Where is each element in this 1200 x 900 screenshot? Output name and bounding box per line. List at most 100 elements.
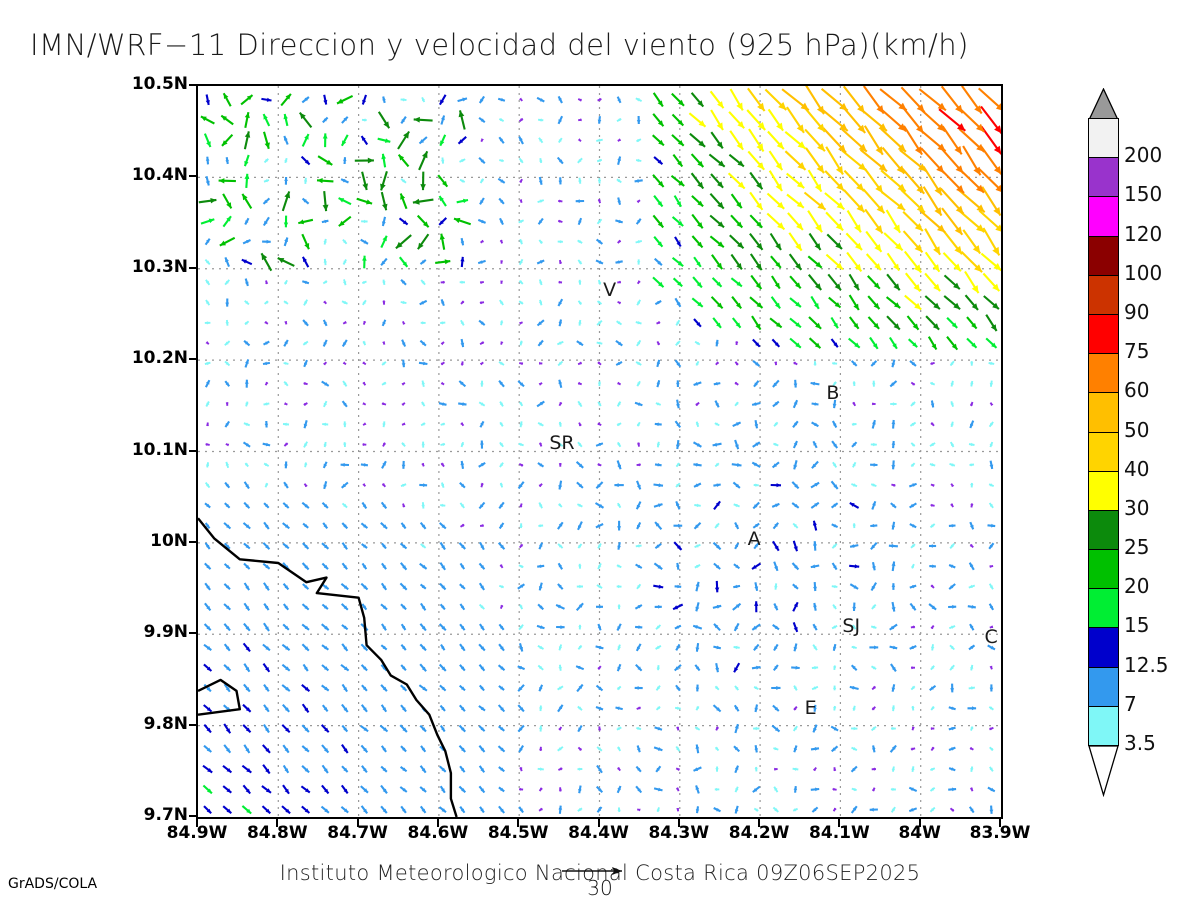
wind-arrow-head — [752, 402, 757, 406]
wind-arrow-head — [384, 138, 391, 143]
x-axis-tick-label: 83.9W — [969, 823, 1031, 843]
wind-arrow-head — [519, 280, 523, 284]
wind-arrow-head — [210, 198, 217, 204]
wind-arrow-head — [284, 464, 288, 469]
wind-arrow-head — [283, 222, 289, 228]
wind-arrow-head — [969, 562, 974, 568]
wind-arrow-head — [598, 240, 603, 244]
wind-arrow-head — [245, 484, 249, 489]
wind-arrow-head — [440, 342, 444, 346]
wind-arrow-head — [519, 179, 523, 183]
wind-arrow-head — [539, 687, 543, 692]
wind-arrow-head — [206, 585, 211, 590]
wind-arrow-head — [578, 177, 582, 182]
wind-arrow-head — [500, 666, 505, 671]
wind-arrow-head — [597, 158, 601, 162]
wind-arrow-head — [953, 282, 960, 290]
wind-arrow-head — [578, 402, 582, 407]
wind-arrow-head — [754, 707, 759, 712]
wind-arrow-head — [656, 625, 660, 630]
wind-arrow-head — [656, 686, 660, 691]
wind-arrow-head — [637, 261, 641, 265]
x-axis-tick — [436, 818, 439, 827]
wind-arrow-head — [205, 483, 210, 488]
wind-arrow-head — [460, 666, 465, 671]
wind-arrow-head — [460, 767, 465, 773]
wind-arrow-head — [950, 442, 954, 446]
wind-arrow-head — [873, 322, 880, 329]
wind-arrow-head — [598, 706, 603, 710]
wind-arrow-head — [756, 302, 763, 308]
wind-arrow-head — [893, 263, 900, 271]
wind-arrow-head — [911, 382, 915, 386]
wind-arrow-head — [858, 143, 867, 152]
wind-arrow-head — [637, 443, 640, 447]
wind-arrow-head — [892, 503, 896, 508]
wind-arrow-head — [245, 504, 250, 509]
wind-arrow-head — [930, 646, 935, 651]
wind-arrow-head — [206, 260, 210, 265]
wind-arrow-head — [362, 402, 366, 405]
wind-arrow-head — [814, 747, 819, 751]
wind-arrow-head — [343, 625, 348, 630]
wind-arrow-head — [284, 280, 288, 284]
wind-arrow-head — [519, 647, 523, 652]
wind-arrow-head — [402, 321, 406, 325]
wind-arrow-head — [519, 463, 523, 467]
wind-arrow-head — [950, 666, 954, 671]
wind-arrow-head — [871, 706, 876, 711]
wind-arrow-head — [695, 785, 700, 790]
wind-arrow-head — [284, 748, 289, 753]
wind-arrow-head — [793, 808, 798, 812]
wind-arrow-head — [637, 726, 641, 730]
wind-arrow-head — [678, 180, 685, 186]
wind-arrow-head — [342, 361, 346, 365]
wind-arrow-head — [363, 646, 368, 651]
wind-arrow-head — [265, 483, 269, 488]
wind-arrow-head — [754, 382, 758, 387]
wind-arrow-head — [402, 808, 406, 813]
wind-arrow-head — [894, 302, 901, 308]
y-axis-tick-label: 10.1N — [131, 439, 188, 460]
wind-arrow-head — [322, 204, 329, 212]
wind-arrow-head — [226, 216, 231, 222]
colorbar-segment — [1088, 313, 1119, 355]
wind-arrow-head — [617, 786, 621, 791]
wind-arrow-head — [931, 747, 935, 751]
wind-arrow-head — [617, 626, 621, 631]
wind-arrow-head — [914, 302, 922, 310]
wind-arrow-head — [916, 185, 925, 194]
wind-arrow-head — [343, 320, 347, 324]
wind-arrow-head — [637, 240, 642, 244]
wind-arrow-head — [557, 583, 562, 588]
wind-arrow-head — [891, 561, 896, 567]
wind-arrow-head — [892, 787, 896, 791]
wind-arrow-head — [461, 159, 466, 163]
wind-arrow-head — [835, 165, 843, 175]
wind-arrow-head — [304, 565, 309, 570]
x-axis-tick-label: 84.2W — [728, 823, 790, 843]
wind-arrow-head — [953, 302, 961, 310]
wind-arrow-head — [951, 726, 956, 731]
wind-arrow-head — [460, 256, 465, 262]
wind-arrow-head — [735, 361, 739, 366]
wind-arrow-head — [304, 341, 308, 345]
wind-arrow-head — [363, 585, 368, 590]
wind-arrow-head — [772, 382, 778, 387]
wind-arrow-head — [851, 767, 856, 772]
wind-arrow-head — [874, 244, 882, 252]
wind-arrow-head — [441, 115, 445, 121]
wind-arrow-head — [870, 544, 876, 550]
wind-arrow-head — [519, 544, 523, 548]
wind-arrow-head — [874, 263, 881, 270]
wind-arrow-head — [382, 341, 385, 345]
wind-arrow-head — [970, 768, 974, 772]
wind-arrow-head — [658, 181, 664, 187]
x-axis-tick-label: 84.7W — [327, 823, 388, 843]
wind-arrow-head — [636, 120, 641, 124]
wind-arrow-head — [856, 183, 864, 192]
wind-arrow-head — [909, 645, 914, 649]
wind-arrow-head — [244, 131, 251, 138]
wind-arrow-head — [206, 362, 211, 366]
wind-arrow-head — [326, 159, 333, 165]
